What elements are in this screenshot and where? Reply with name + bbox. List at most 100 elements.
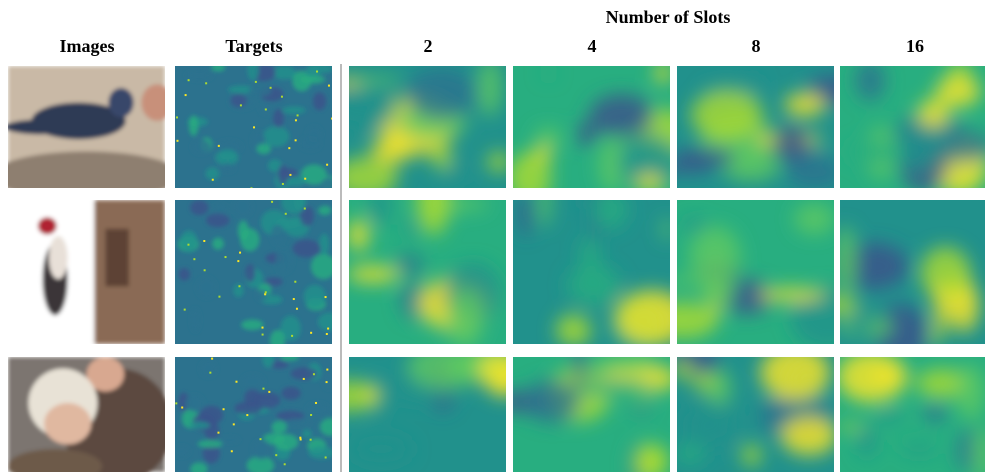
map-speck	[294, 281, 296, 283]
map-blob	[741, 444, 761, 466]
map-speck	[233, 423, 235, 425]
map-speck	[325, 296, 327, 298]
map-speck	[297, 114, 299, 116]
map-blob	[662, 218, 672, 240]
map-speck	[203, 240, 205, 242]
map-blob	[567, 265, 621, 306]
map-blob	[347, 266, 400, 283]
map-speck	[237, 260, 239, 262]
map-blob	[311, 254, 336, 280]
image-tile	[8, 357, 173, 472]
map-blob	[350, 435, 412, 463]
map-speck	[295, 139, 297, 141]
map-blob	[838, 423, 865, 430]
map-blob	[656, 62, 671, 83]
map-speck	[304, 178, 306, 180]
map-blob	[691, 373, 714, 390]
group-title: Number of Slots	[606, 7, 731, 27]
map-blob	[306, 402, 329, 416]
map-blob	[270, 330, 285, 352]
map-blob	[313, 92, 326, 110]
map-blob	[372, 136, 411, 165]
map-blob	[173, 445, 190, 457]
map-blob	[673, 148, 734, 169]
map-speck	[285, 213, 287, 215]
column-header: 2	[424, 36, 433, 56]
map-blob	[206, 213, 230, 227]
map-speck	[326, 164, 328, 166]
slot-map-tile	[648, 200, 866, 350]
map-speck	[268, 391, 270, 393]
map-blob	[302, 429, 312, 438]
map-speck	[281, 96, 283, 98]
map-blob	[211, 63, 225, 71]
slot-map-tile	[507, 62, 688, 204]
map-speck	[331, 118, 333, 120]
slot-map-tile	[347, 166, 506, 349]
map-speck	[261, 327, 263, 329]
map-speck	[265, 108, 267, 110]
target-tile	[175, 190, 340, 351]
map-speck	[212, 179, 214, 181]
map-blob	[889, 434, 948, 444]
map-speck	[205, 82, 207, 84]
map-speck	[300, 438, 302, 440]
map-speck	[271, 201, 273, 203]
map-blob	[748, 75, 762, 87]
map-speck	[326, 369, 328, 371]
map-blob	[281, 387, 300, 400]
image-tile	[0, 66, 181, 200]
photo-region	[44, 403, 91, 444]
map-speck	[293, 298, 295, 300]
column-header: 8	[752, 36, 761, 56]
map-speck	[188, 79, 190, 81]
map-blob	[293, 192, 305, 211]
map-blob	[221, 436, 240, 443]
column-header: 4	[588, 36, 597, 56]
map-blob	[350, 76, 403, 84]
map-blob	[407, 343, 480, 389]
map-blob	[533, 147, 553, 161]
slot-map-tile	[319, 340, 529, 472]
map-blob	[180, 230, 197, 252]
map-blob	[876, 411, 903, 422]
map-speck	[310, 414, 312, 416]
map-blob	[245, 264, 255, 282]
map-speck	[264, 293, 266, 295]
map-blob	[635, 174, 664, 192]
map-blob	[200, 406, 223, 425]
map-blob	[478, 58, 502, 116]
map-blob	[306, 126, 322, 142]
map-speck	[253, 126, 255, 128]
map-speck	[209, 372, 211, 374]
map-speck	[275, 454, 277, 456]
map-blob	[326, 85, 396, 130]
map-blob	[185, 394, 204, 411]
map-blob	[535, 127, 562, 146]
map-blob	[593, 190, 627, 229]
map-speck	[288, 147, 290, 149]
map-blob	[259, 102, 275, 115]
map-blob	[292, 239, 320, 257]
map-blob	[447, 161, 464, 185]
map-blob	[280, 353, 299, 361]
map-blob	[190, 200, 208, 215]
map-blob	[348, 219, 369, 251]
map-blob	[433, 145, 451, 170]
map-blob	[307, 64, 333, 74]
map-blob	[322, 371, 336, 390]
map-blob	[561, 318, 571, 329]
map-blob	[671, 360, 693, 379]
map-speck	[239, 252, 241, 254]
map-blob	[308, 446, 334, 459]
photo	[8, 357, 173, 472]
map-blob	[273, 65, 295, 79]
map-blob	[185, 70, 213, 81]
map-blob	[272, 421, 287, 434]
photo	[8, 200, 165, 344]
map-blob	[212, 238, 224, 250]
map-speck	[225, 256, 227, 258]
map-blob	[446, 291, 483, 348]
map-blob	[320, 418, 341, 436]
map-blob	[241, 319, 263, 330]
